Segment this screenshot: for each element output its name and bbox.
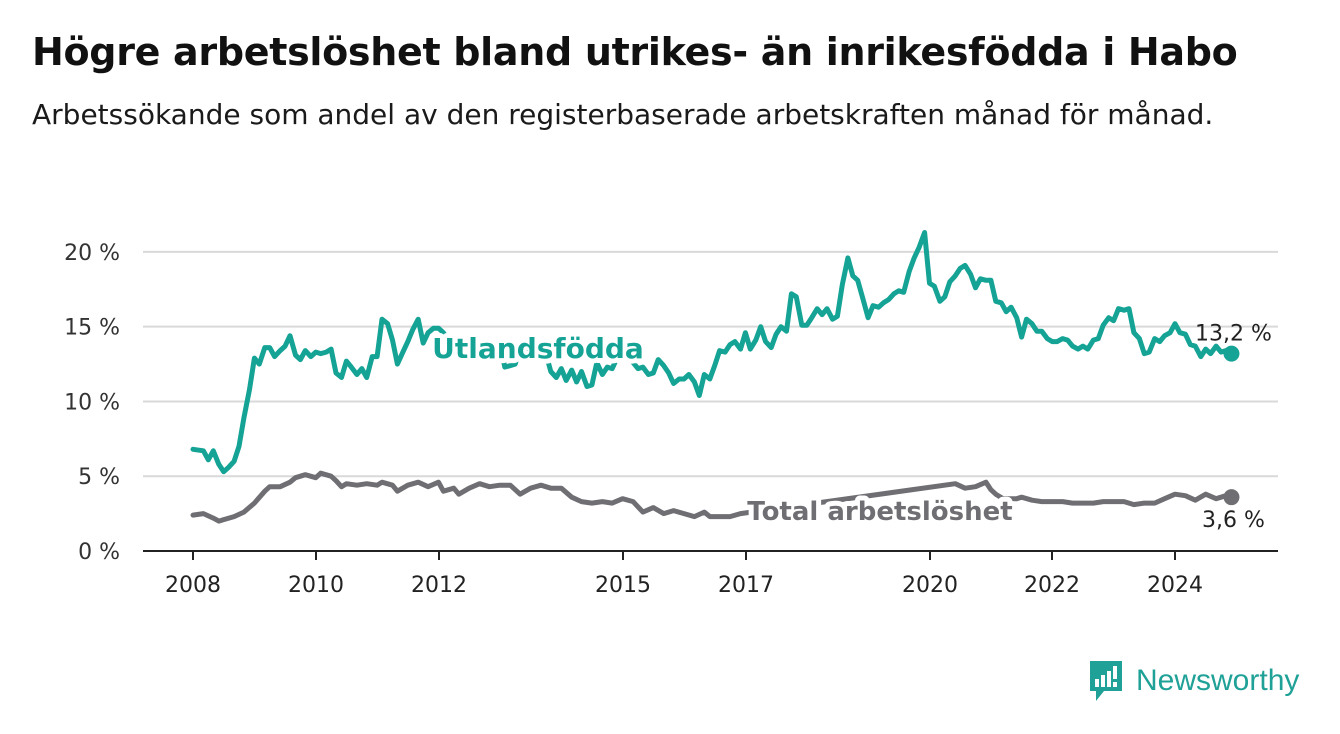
- series-name-label-1: Total arbetslöshet: [747, 497, 1012, 527]
- y-tick-label: 15 %: [64, 316, 120, 341]
- series-end-dot-0: [1223, 345, 1240, 362]
- x-tick-label: 2015: [595, 573, 651, 598]
- series-labels: 13,2 % 3,6 % Utlandsfödda Total arbetslöshe…: [427, 322, 1272, 534]
- chart-subtitle: Arbetssökande som andel av den registerb…: [32, 98, 1214, 131]
- x-tick-label: 2022: [1024, 573, 1080, 598]
- gridlines: [143, 250, 1278, 478]
- x-tick-label: 2020: [902, 573, 958, 598]
- newsworthy-logo: Newsworthy: [1088, 659, 1299, 703]
- x-tick-label: 2008: [165, 573, 221, 598]
- x-tick-label: 2012: [411, 573, 467, 598]
- series-name-label-0: Utlandsfödda: [432, 332, 644, 365]
- x-axis-ticks: 2008 2010 2012 2015 2017 2020 2022 2024: [143, 550, 1278, 598]
- y-tick-label: 10 %: [64, 390, 120, 415]
- x-tick-label: 2017: [718, 573, 774, 598]
- y-tick-label: 5 %: [78, 465, 120, 490]
- brand-name: Newsworthy: [1136, 664, 1300, 697]
- y-tick-label: 0 %: [78, 540, 120, 565]
- series-end-dot-1: [1223, 489, 1240, 506]
- series-lines: [190, 230, 1240, 524]
- series-line-1: [190, 470, 1234, 524]
- series-end-label-0: 13,2 %: [1195, 322, 1272, 347]
- series-end-label-1: 3,6 %: [1202, 508, 1265, 533]
- y-tick-label: 20 %: [64, 241, 120, 266]
- x-tick-label: 2010: [288, 573, 344, 598]
- x-tick-label: 2024: [1147, 573, 1203, 598]
- y-axis-ticks: 0 % 5 % 10 % 15 % 20 %: [64, 241, 120, 565]
- series-line-0: [190, 230, 1234, 475]
- chart-title: Högre arbetslöshet bland utrikes- än inr…: [32, 30, 1238, 74]
- bar-chart-logo-icon: [1090, 661, 1122, 701]
